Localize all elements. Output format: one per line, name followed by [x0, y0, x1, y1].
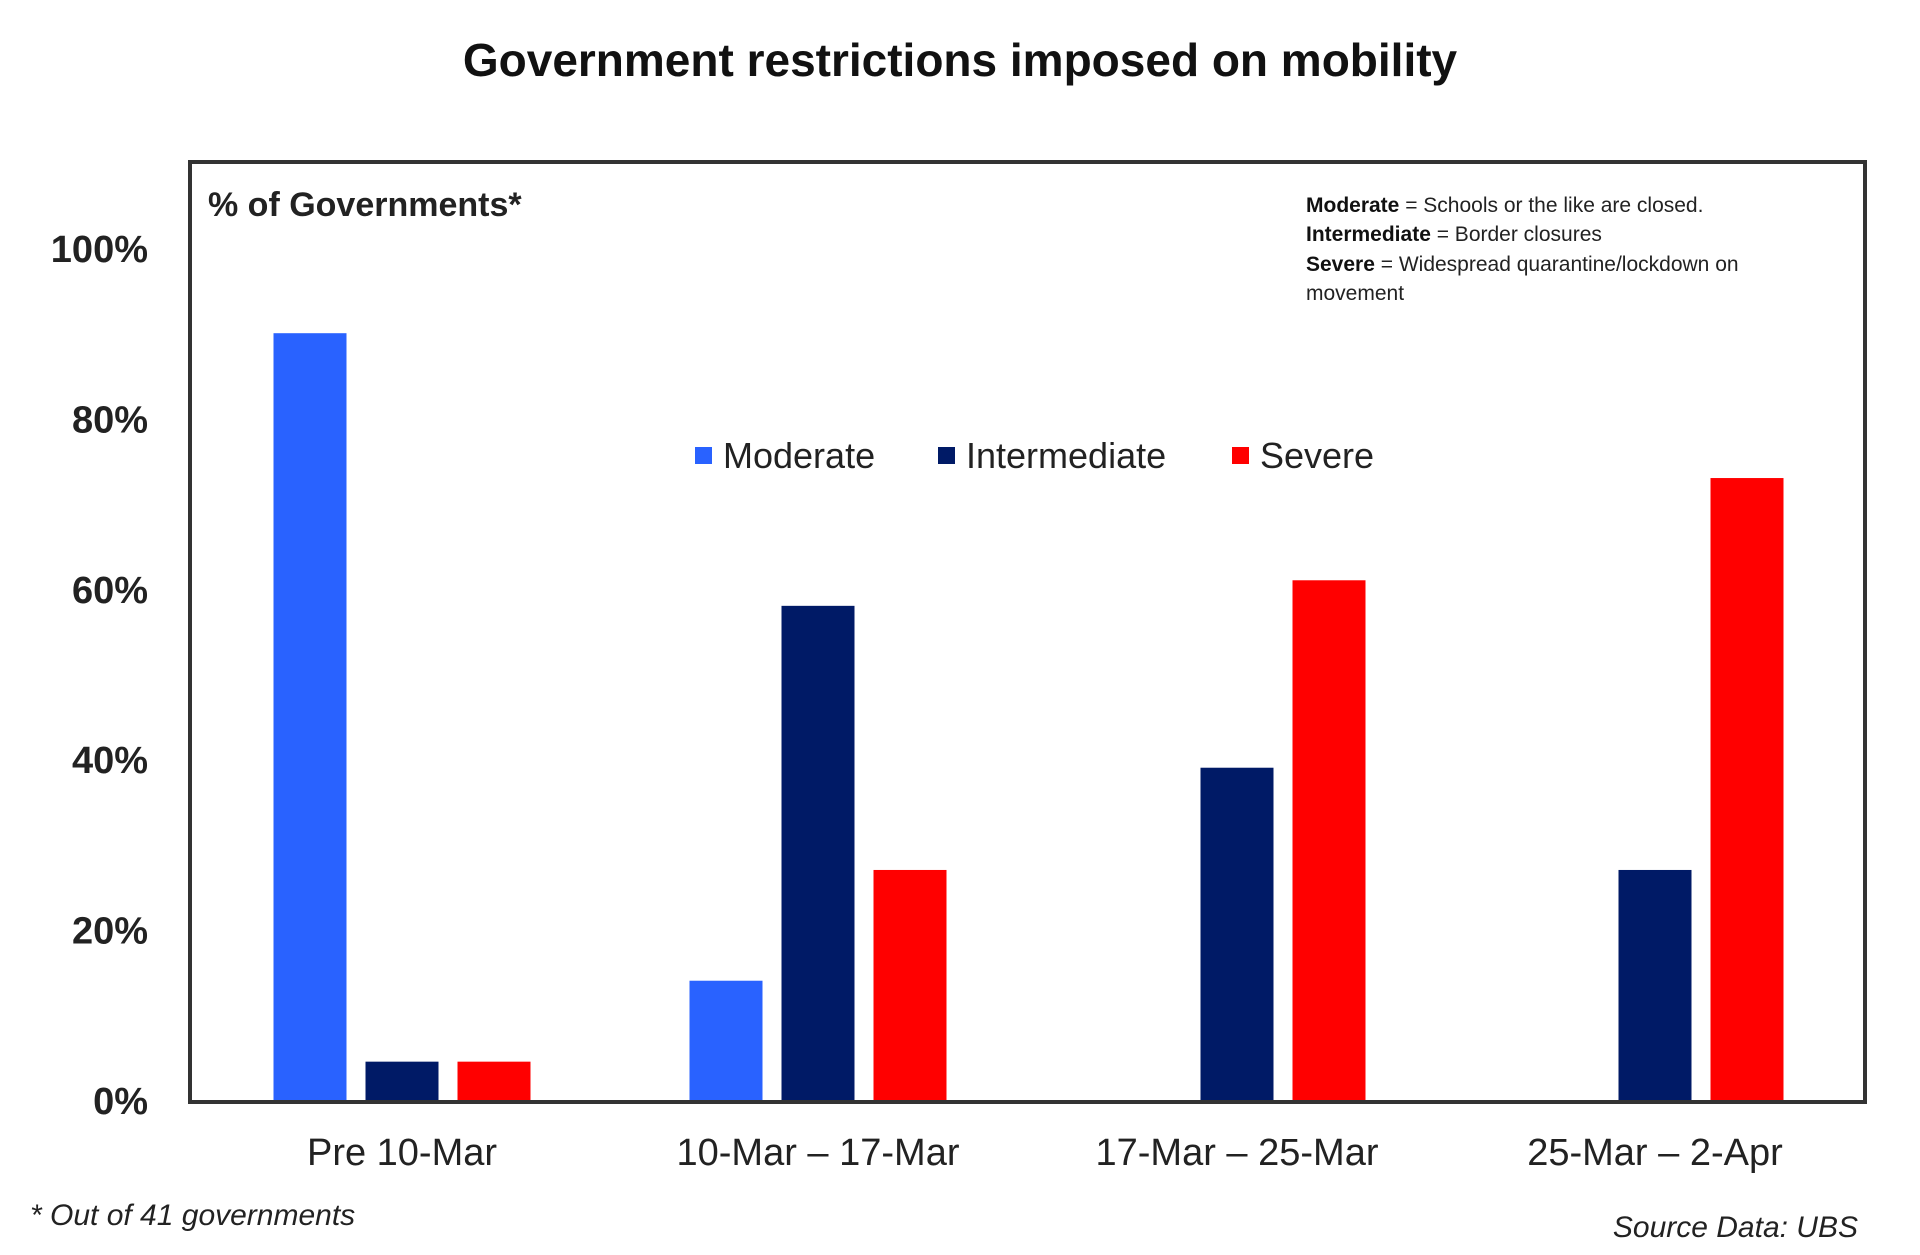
y-axis-label: % of Governments* [208, 186, 522, 224]
legend-label-severe: Severe [1260, 435, 1374, 476]
definition-line: Intermediate = Border closures [1306, 223, 1602, 246]
legend-swatch-severe [1232, 447, 1249, 464]
x-category-label: Pre 10-Mar [307, 1132, 497, 1174]
x-category-label: 25-Mar – 2-Apr [1527, 1132, 1783, 1174]
bar-severe [873, 869, 947, 1100]
legend-label-intermediate: Intermediate [966, 435, 1166, 476]
bar-severe [1292, 580, 1366, 1100]
bar-moderate [273, 333, 347, 1100]
bar-intermediate [1618, 869, 1692, 1100]
y-axis-ticks: 0% 20% 40% 60% 80% 100% [51, 229, 148, 1123]
legend-label-moderate: Moderate [723, 435, 875, 476]
bar-intermediate [781, 605, 855, 1100]
legend-swatch-moderate [695, 447, 712, 464]
chart-title: Government restrictions imposed on mobil… [463, 34, 1458, 86]
definition-line: movement [1306, 282, 1404, 305]
bar-moderate [689, 980, 763, 1100]
x-category-label: 10-Mar – 17-Mar [677, 1132, 960, 1174]
source-credit: Source Data: UBS [1613, 1211, 1858, 1244]
plot-frame [188, 160, 1867, 1104]
y-tick-label: 20% [72, 911, 148, 953]
bars [273, 333, 1784, 1100]
definition-line: Moderate = Schools or the like are close… [1306, 194, 1703, 217]
bar-severe [457, 1061, 531, 1100]
footnote: * Out of 41 governments [30, 1199, 355, 1232]
y-tick-label: 80% [72, 399, 148, 441]
y-tick-label: 40% [72, 740, 148, 782]
bar-severe [1710, 478, 1784, 1100]
y-tick-label: 60% [72, 570, 148, 612]
definition-line: Severe = Widespread quarantine/lockdown … [1306, 253, 1739, 276]
x-axis-labels: Pre 10-Mar 10-Mar – 17-Mar 17-Mar – 25-Mar… [307, 1132, 1783, 1174]
legend: Moderate Intermediate Severe [695, 435, 1374, 476]
legend-swatch-intermediate [938, 447, 955, 464]
y-tick-label: 100% [51, 229, 148, 271]
y-tick-label: 0% [93, 1081, 148, 1123]
bar-intermediate [365, 1061, 439, 1100]
x-category-label: 17-Mar – 25-Mar [1096, 1132, 1379, 1174]
definitions-note: Moderate = Schools or the like are close… [1306, 194, 1739, 305]
bar-intermediate [1200, 767, 1274, 1100]
